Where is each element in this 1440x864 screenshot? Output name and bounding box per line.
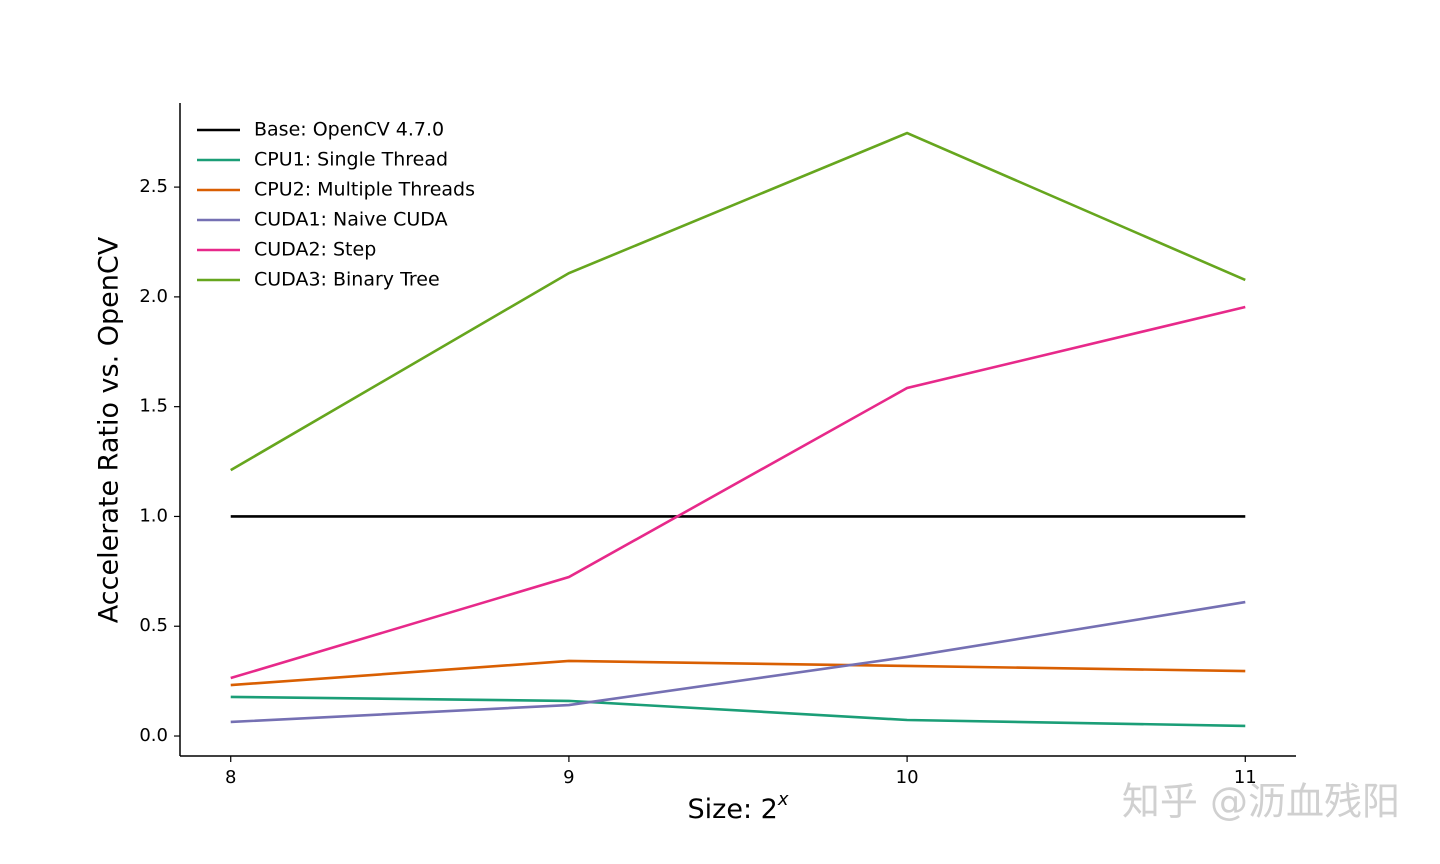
y-tick-label: 2.0 (139, 286, 168, 307)
series-line (230, 695, 1246, 728)
x-tick-label: 9 (563, 767, 574, 788)
x-tick-label: 11 (1234, 767, 1257, 788)
series-line (230, 600, 1246, 724)
y-tick-label: 1.5 (139, 396, 168, 417)
legend-label: CUDA3: Binary Tree (254, 269, 440, 291)
y-tick-label: 0.0 (139, 725, 168, 746)
series-line (230, 659, 1246, 687)
legend-label: CUDA1: Naive CUDA (254, 209, 448, 231)
y-tick-label: 1.0 (139, 505, 168, 526)
x-axis-label: Size: 2x (688, 789, 789, 825)
y-axis-label: Accelerate Ratio vs. OpenCV (94, 236, 125, 623)
series-line (230, 305, 1246, 680)
x-axis-label-exponent: x (777, 789, 789, 810)
legend-label: Base: OpenCV 4.7.0 (254, 119, 444, 141)
legend-label: CPU1: Single Thread (254, 149, 448, 171)
legend-label: CPU2: Multiple Threads (254, 179, 475, 201)
legend-label: CUDA2: Step (254, 239, 376, 261)
x-axis-label-base: Size: 2 (688, 794, 778, 825)
watermark: 知乎 @沥血残阳 (1122, 780, 1400, 824)
y-tick-label: 0.5 (139, 615, 168, 636)
x-tick-label: 8 (225, 767, 236, 788)
series-line (230, 131, 1246, 472)
x-tick-label: 10 (896, 767, 919, 788)
y-tick-label: 2.5 (139, 176, 168, 197)
